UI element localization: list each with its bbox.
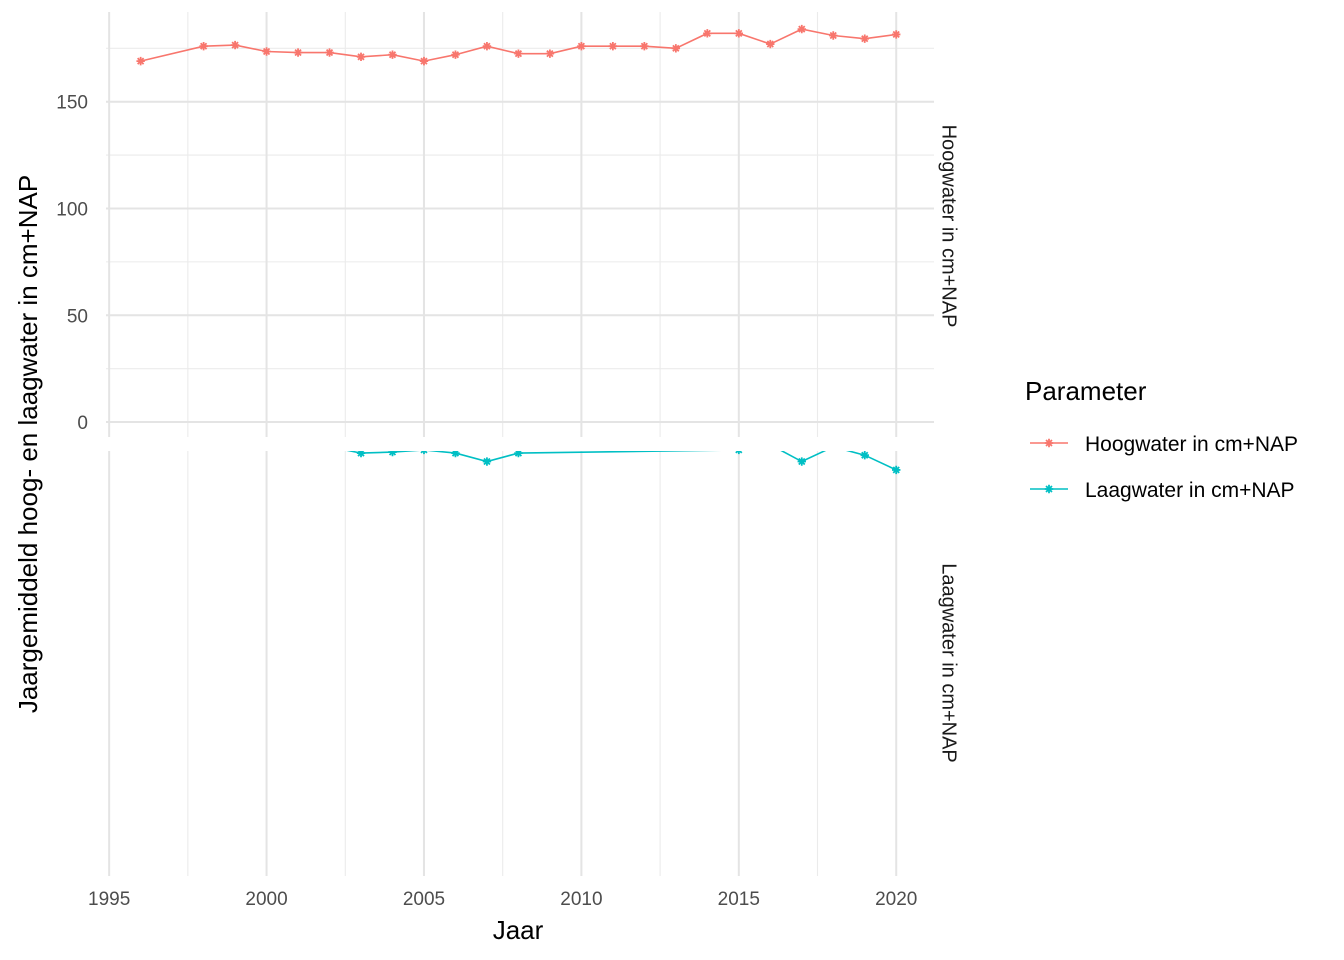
data-point — [262, 47, 271, 56]
data-point — [860, 451, 869, 460]
y-tick-label: 150 — [56, 93, 88, 114]
x-tick-label: 2015 — [718, 889, 760, 910]
data-point — [293, 48, 303, 57]
legend-key-point — [1044, 484, 1054, 494]
legend-title: Parameter — [1025, 376, 1147, 406]
panel-hoogwater: 0 50 100 150 — [56, 12, 934, 437]
x-tick-label: 2005 — [403, 889, 445, 910]
data-point — [388, 50, 397, 59]
data-point — [514, 451, 523, 458]
legend-item-laagwater: Laagwater in cm+NAP — [1030, 479, 1295, 502]
data-point — [388, 451, 397, 457]
data-point — [892, 30, 901, 39]
data-point — [577, 41, 586, 51]
series-laagwater — [325, 440, 901, 475]
data-point — [356, 451, 366, 458]
data-point — [325, 443, 333, 451]
y-tick-label: 50 — [67, 306, 88, 327]
x-tick-label: 2020 — [875, 889, 917, 910]
y-tick-label: 0 — [77, 413, 88, 434]
data-point — [892, 465, 901, 475]
data-point — [797, 457, 806, 466]
data-point — [735, 451, 743, 455]
y-tick-label: 100 — [56, 199, 88, 220]
data-point — [829, 443, 837, 451]
panel-laagwater — [108, 440, 901, 876]
series-line-laagwater — [346, 451, 897, 471]
data-point — [671, 44, 681, 53]
data-point — [514, 49, 523, 58]
strip-label-hoogwater: Hoogwater in cm+NAP — [938, 125, 960, 328]
data-point — [797, 24, 806, 34]
data-point — [703, 29, 712, 38]
data-point — [640, 41, 649, 51]
y-tick-labels: 0 50 100 150 — [56, 93, 88, 434]
data-point — [420, 451, 428, 455]
data-point — [230, 40, 240, 50]
data-point — [860, 34, 869, 43]
grid-hoogwater — [106, 12, 934, 437]
data-point — [482, 457, 492, 466]
x-tick-labels: 1995 2000 2005 2010 2015 2020 — [88, 889, 917, 910]
data-point — [419, 56, 429, 66]
data-point — [545, 49, 555, 58]
legend-key-point — [1044, 438, 1054, 448]
legend: Parameter Hoogwater in cm+NAP Laagwater … — [1025, 376, 1298, 502]
x-tick-label: 1995 — [88, 889, 130, 910]
data-point — [766, 39, 775, 49]
grid-laagwater — [108, 451, 898, 876]
data-point — [829, 31, 838, 40]
data-point — [199, 41, 208, 51]
data-point — [734, 29, 744, 38]
data-point — [325, 48, 334, 57]
legend-label-hoogwater: Hoogwater in cm+NAP — [1085, 433, 1298, 456]
x-tick-label: 2010 — [560, 889, 602, 910]
legend-label-laagwater: Laagwater in cm+NAP — [1085, 479, 1295, 502]
data-point — [451, 50, 460, 59]
series-line-hoogwater — [140, 28, 897, 62]
data-point — [356, 52, 366, 62]
legend-item-hoogwater: Hoogwater in cm+NAP — [1030, 433, 1298, 456]
data-point — [451, 451, 460, 458]
x-tick-label: 2000 — [245, 889, 287, 910]
series-hoogwater — [136, 24, 901, 66]
strip-label-laagwater: Laagwater in cm+NAP — [938, 563, 960, 763]
data-point — [482, 41, 492, 51]
data-point — [136, 56, 145, 66]
x-axis-title: Jaar — [493, 915, 544, 945]
data-point — [766, 440, 774, 448]
data-point — [608, 41, 618, 51]
y-axis-title: Jaargemiddeld hoog- en laagwater in cm+N… — [13, 175, 43, 713]
